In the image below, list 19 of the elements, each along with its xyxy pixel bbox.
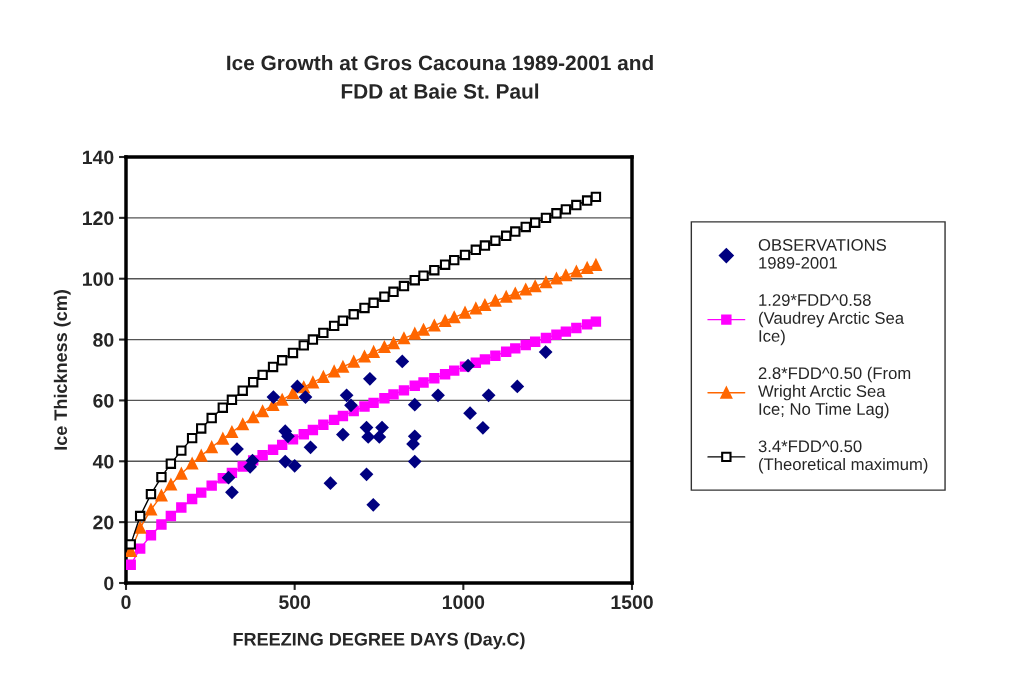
y-tick-label: 80: [93, 333, 114, 347]
legend-label: 1.29*FDD^0.58 (Vaudrey Arctic Sea Ice): [759, 294, 905, 346]
x-axis-title: FREEZING DEGREE DAYS (Day.C): [233, 632, 525, 650]
legend-label: 2.8*FDD^0.50 (From Wright Arctic Sea Ice; No Time Lag): [758, 366, 911, 419]
x-tick-label: 0: [121, 595, 131, 610]
y-tick-label: 140: [82, 150, 114, 165]
chart-title: Ice Growth at Gros Cacouna 1989-2001 and FDD at Baie St. Paul: [227, 55, 653, 99]
y-tick-label: 40: [92, 454, 114, 469]
y-axis-title: Ice Thickness (cm): [53, 290, 71, 450]
y-tick-label: 60: [93, 393, 114, 408]
legend-label: 3.4*FDD^0.50 (Theoretical maximum): [758, 440, 928, 474]
y-tick-label: 0: [104, 576, 114, 591]
x-tick-label: 500: [279, 595, 311, 610]
x-tick-label: 1500: [611, 595, 653, 610]
y-tick-label: 120: [82, 211, 114, 226]
y-tick-label: 20: [93, 515, 114, 530]
legend-label: OBSERVATIONS 1989-2001: [758, 239, 886, 269]
y-tick-label: 100: [82, 272, 114, 286]
x-tick-label: 1000: [442, 595, 485, 610]
